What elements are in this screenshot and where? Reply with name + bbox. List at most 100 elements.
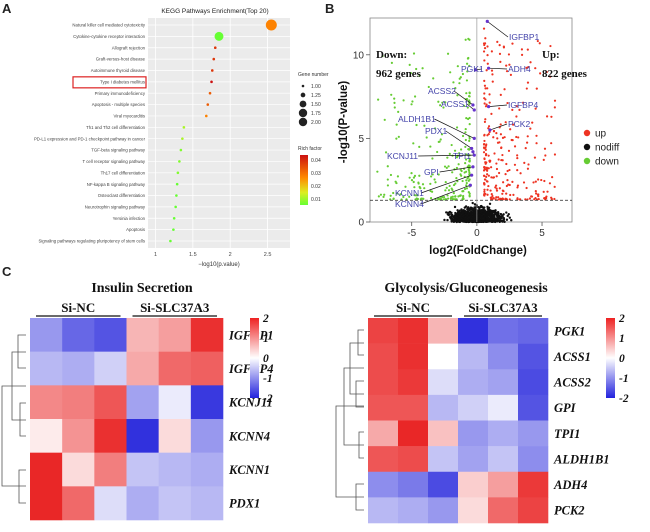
heatmap-cell [190, 486, 224, 521]
nodiff-point [462, 214, 465, 217]
up-point [529, 127, 532, 130]
kegg-pathway-label: T cell receptor signaling pathway [83, 159, 146, 164]
heatmap-cell [158, 486, 192, 521]
kegg-point [175, 182, 179, 186]
down-point [468, 171, 471, 174]
down-point [381, 54, 384, 58]
gene-pointer-line [434, 118, 475, 139]
down-point [465, 187, 469, 190]
down-point [411, 100, 414, 103]
up-point [483, 139, 486, 143]
heatmap-row-label: PGK1 [554, 324, 585, 338]
up-point [483, 46, 487, 50]
up-point [509, 73, 513, 77]
heatmap-group-label: Si-NC [396, 300, 430, 315]
nodiff-point [450, 214, 453, 217]
down-point [383, 193, 386, 196]
up-point [486, 62, 489, 65]
volcano-y-tick: 10 [353, 50, 365, 61]
nodiff-point [483, 214, 487, 218]
up-point [537, 197, 540, 201]
up-point [509, 193, 512, 197]
heatmap-cell [428, 497, 459, 524]
rich-factor-legend-label: 0.01 [311, 197, 321, 203]
down-point [418, 74, 421, 77]
up-point [485, 69, 488, 72]
down-point [419, 187, 422, 190]
up-point [516, 156, 519, 160]
up-point [515, 115, 518, 118]
heatmap-cell [94, 318, 127, 352]
gene-point [486, 105, 491, 109]
up-point [495, 162, 498, 165]
gene-label: PDX1 [425, 126, 447, 136]
down-point [404, 185, 407, 188]
heatmap-cell [158, 452, 192, 487]
down-point [464, 131, 467, 134]
down-point [461, 179, 464, 183]
down-point [448, 152, 451, 156]
kegg-point [182, 126, 186, 129]
down-point [393, 106, 396, 109]
nodiff-point [492, 216, 496, 219]
kegg-pathway-label: Type I diabetes mellitus [100, 79, 145, 84]
up-point [511, 123, 515, 126]
heatmap-cell [458, 394, 489, 421]
down-point [446, 197, 450, 200]
nodiff-point [477, 213, 481, 216]
nodiff-point [465, 214, 469, 217]
up-point [494, 184, 498, 187]
down-point [437, 140, 440, 144]
down-point [412, 180, 415, 184]
up-point [519, 172, 522, 175]
up-point [526, 141, 529, 144]
heatmap-cell [126, 385, 159, 420]
gene-label: ALDH1B1 [398, 114, 436, 124]
heatmap-cell [398, 394, 429, 421]
up-point [483, 84, 487, 87]
down-point [449, 197, 453, 200]
down-point [392, 191, 395, 195]
up-point [525, 87, 528, 90]
down-point [416, 194, 419, 197]
up-point [537, 194, 540, 198]
down-point [462, 104, 466, 107]
down-point [441, 101, 444, 104]
colorbar-tick: 0 [619, 353, 625, 365]
nodiff-point [445, 211, 448, 214]
down-point [459, 194, 462, 197]
nodiff-point [471, 201, 474, 205]
kegg-pathway-label: Graft-versus-host disease [96, 57, 146, 62]
down-point [423, 187, 426, 190]
up-point [501, 153, 504, 157]
down-point [457, 163, 460, 166]
gene-number-legend-dot [300, 92, 306, 98]
kegg-x-tick: 2 [229, 252, 232, 258]
gene-pointer-line [487, 21, 509, 38]
nodiff-point [456, 209, 459, 212]
up-point [490, 112, 493, 116]
down-point [402, 195, 405, 199]
nodiff-point [457, 218, 461, 221]
down-point [465, 184, 468, 187]
down-point [468, 137, 471, 140]
up-point [501, 192, 504, 195]
down-point [441, 196, 444, 199]
down-point [421, 197, 424, 200]
kegg-point [181, 137, 184, 140]
highlight-box [72, 76, 147, 89]
gene-point [485, 19, 489, 23]
nodiff-point [464, 216, 467, 219]
nodiff-point [470, 220, 473, 223]
up-point [491, 80, 494, 83]
up-point [501, 136, 505, 139]
nodiff-point [510, 219, 513, 222]
up-point [495, 196, 498, 199]
colorbar-tick: 1 [263, 333, 269, 345]
kegg-pathway-label: Osteoclast differentiation [98, 193, 146, 198]
nodiff-point [481, 206, 484, 209]
down-point [413, 186, 416, 189]
up-point [518, 108, 521, 111]
up-point [505, 184, 508, 188]
down-point [397, 135, 400, 138]
